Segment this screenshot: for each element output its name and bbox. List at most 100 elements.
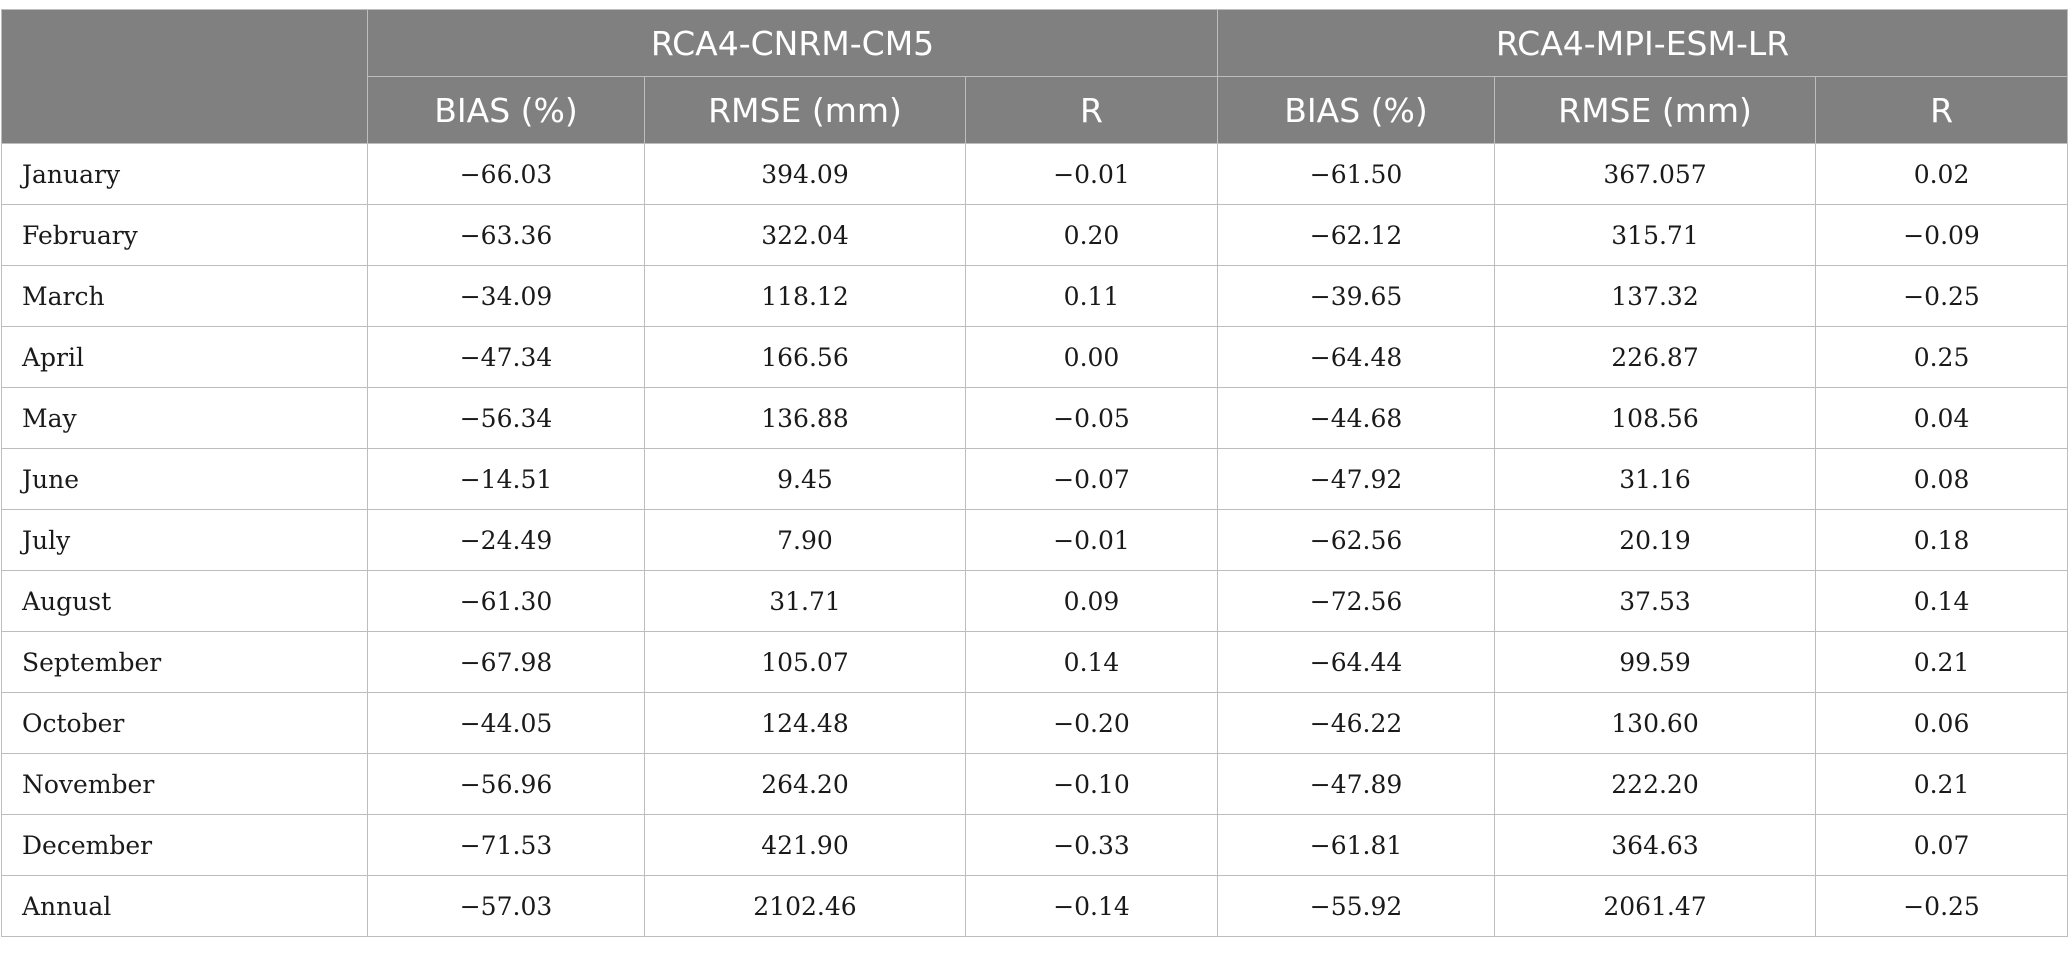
bias-cell: −64.48 [1217,326,1496,388]
rmse-cell: 367.057 [1494,143,1817,205]
table-row: October −44.05 124.48 −0.20 −46.22 130.60 0.06 [1,692,2068,754]
rmse-cell: 315.71 [1494,204,1817,266]
rmse-cell: 137.32 [1494,265,1817,327]
row-label: May [1,387,368,449]
rmse-cell: 2061.47 [1494,875,1817,937]
table-row: December −71.53 421.90 −0.33 −61.81 364.63 0.0… [1,814,2068,876]
rmse-cell: 2102.46 [644,875,966,937]
table-container: RCA4-CNRM-CM5 RCA4-MPI-ESM-LR BIAS (%) R… [0,9,2068,937]
rmse-cell: 136.88 [644,387,966,449]
column-header-bias: BIAS (%) [1217,76,1496,144]
bias-cell: −63.36 [367,204,645,266]
r-cell: −0.33 [964,814,1219,876]
bias-cell: −56.96 [367,753,645,815]
group-header-rca4-mpi-esm-lr: RCA4-MPI-ESM-LR [1217,9,2068,77]
row-label: February [1,204,368,266]
r-cell: −0.25 [1815,875,2068,937]
row-label: November [1,753,368,815]
r-cell: 0.06 [1815,692,2068,754]
row-label: July [1,509,368,571]
rmse-cell: 130.60 [1494,692,1817,754]
rmse-cell: 394.09 [644,143,966,205]
bias-cell: −56.34 [367,387,645,449]
rmse-cell: 222.20 [1494,753,1817,815]
column-header-rmse: RMSE (mm) [1494,76,1817,144]
r-cell: 0.08 [1815,448,2068,510]
rmse-cell: 31.71 [644,570,966,632]
bias-cell: −66.03 [367,143,645,205]
group-header-row: RCA4-CNRM-CM5 RCA4-MPI-ESM-LR [1,9,2068,144]
table-row: January −66.03 394.09 −0.01 −61.50 367.057 0.0… [1,143,2068,205]
bias-cell: −67.98 [367,631,645,693]
rmse-cell: 99.59 [1494,631,1817,693]
bias-cell: −61.50 [1217,143,1496,205]
rmse-cell: 9.45 [644,448,966,510]
r-cell: −0.05 [964,387,1219,449]
table-row: April −47.34 166.56 0.00 −64.48 226.87 0.25 [1,326,2068,388]
rmse-cell: 118.12 [644,265,966,327]
r-cell: 0.07 [1815,814,2068,876]
table-row: March −34.09 118.12 0.11 −39.65 137.32 −0.25 [1,265,2068,327]
table-row: May −56.34 136.88 −0.05 −44.68 108.56 0.04 [1,387,2068,449]
table-row: September −67.98 105.07 0.14 −64.44 99.59 0.21 [1,631,2068,693]
bias-cell: −72.56 [1217,570,1496,632]
statistics-table: RCA4-CNRM-CM5 RCA4-MPI-ESM-LR BIAS (%) R… [1,9,2068,937]
bias-cell: −47.92 [1217,448,1496,510]
row-label: June [1,448,368,510]
table-row: June −14.51 9.45 −0.07 −47.92 31.16 0.08 [1,448,2068,510]
row-label: December [1,814,368,876]
bias-cell: −64.44 [1217,631,1496,693]
r-cell: 0.20 [964,204,1219,266]
r-cell: −0.09 [1815,204,2068,266]
rmse-cell: 166.56 [644,326,966,388]
r-cell: 0.04 [1815,387,2068,449]
rmse-cell: 108.56 [1494,387,1817,449]
r-cell: 0.21 [1815,753,2068,815]
bias-cell: −46.22 [1217,692,1496,754]
bias-cell: −39.65 [1217,265,1496,327]
bias-cell: −62.56 [1217,509,1496,571]
row-label: January [1,143,368,205]
r-cell: 0.11 [964,265,1219,327]
bias-cell: −55.92 [1217,875,1496,937]
table-body: January −66.03 394.09 −0.01 −61.50 367.057 0.0… [1,143,2068,937]
r-cell: 0.21 [1815,631,2068,693]
rmse-cell: 322.04 [644,204,966,266]
bias-cell: −24.49 [367,509,645,571]
table-row: July −24.49 7.90 −0.01 −62.56 20.19 0.18 [1,509,2068,571]
r-cell: −0.01 [964,509,1219,571]
table-row: November −56.96 264.20 −0.10 −47.89 222.20 0.2… [1,753,2068,815]
r-cell: −0.10 [964,753,1219,815]
bias-cell: −61.30 [367,570,645,632]
bias-cell: −44.05 [367,692,645,754]
r-cell: −0.07 [964,448,1219,510]
r-cell: −0.20 [964,692,1219,754]
group-header-rca4-cnrm-cm5: RCA4-CNRM-CM5 [366,9,1219,77]
r-cell: −0.25 [1815,265,2068,327]
r-cell: 0.14 [964,631,1219,693]
r-cell: 0.14 [1815,570,2068,632]
bias-cell: −34.09 [367,265,645,327]
r-cell: −0.01 [964,143,1219,205]
table-header: RCA4-CNRM-CM5 RCA4-MPI-ESM-LR BIAS (%) R… [1,9,2068,144]
row-label: April [1,326,368,388]
rmse-cell: 421.90 [644,814,966,876]
bias-cell: −47.34 [367,326,645,388]
rmse-cell: 264.20 [644,753,966,815]
bias-cell: −14.51 [367,448,645,510]
r-cell: 0.25 [1815,326,2068,388]
rmse-cell: 105.07 [644,631,966,693]
rmse-cell: 364.63 [1494,814,1817,876]
row-label: September [1,631,368,693]
row-label: August [1,570,368,632]
column-header-r: R [964,76,1219,144]
rmse-cell: 226.87 [1494,326,1817,388]
row-label: March [1,265,368,327]
bias-cell: −61.81 [1217,814,1496,876]
rmse-cell: 7.90 [644,509,966,571]
corner-header-cell [1,9,368,144]
table-row: February −63.36 322.04 0.20 −62.12 315.71 −0.0… [1,204,2068,266]
column-header-bias: BIAS (%) [367,76,645,144]
rmse-cell: 37.53 [1494,570,1817,632]
r-cell: −0.14 [964,875,1219,937]
